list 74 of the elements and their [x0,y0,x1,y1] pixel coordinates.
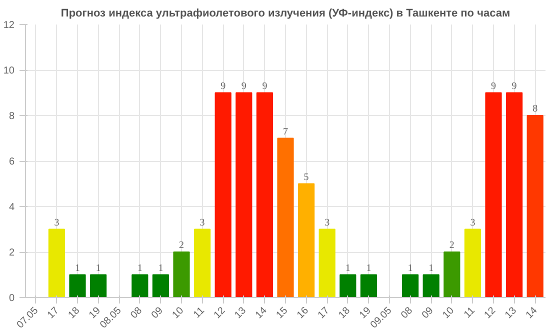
data-label: 1 [158,262,164,274]
bar [298,183,315,298]
bar [277,138,294,298]
data-label: 5 [304,172,309,183]
bar [402,274,419,298]
x-tick-label: 09 [150,305,166,321]
x-tick-label: 13 [232,305,249,321]
bar [48,228,65,298]
data-label: 1 [75,262,80,274]
bar [340,274,356,298]
bar [464,228,481,298]
data-label: 2 [179,240,184,251]
data-label: 8 [532,104,538,114]
bar [236,92,252,298]
x-tick-label: 17 [46,305,62,321]
x-tick-label: 10 [170,305,186,321]
bar [318,228,336,298]
bar [173,252,190,298]
bar [506,92,523,298]
data-label: 1 [345,262,350,274]
bar [132,274,148,298]
bar [69,274,86,298]
x-tick-label: 12 [482,305,498,321]
x-tick-label: 18 [336,305,353,321]
bar [214,92,232,298]
data-label: 3 [470,217,476,228]
y-tick-label: 12 [3,20,15,31]
data-label: 2 [449,240,454,251]
data-label: 7 [283,126,288,138]
data-label: 9 [241,80,246,92]
bar [90,274,107,298]
x-tick-label: 11 [192,305,208,320]
data-label: 9 [512,80,517,92]
data-label: 9 [262,80,268,92]
data-label: 3 [200,217,205,228]
bar [152,274,169,298]
x-tick-label: 08 [399,305,416,321]
x-tick-label: 13 [503,305,520,321]
x-tick-label: 16 [295,305,312,321]
chart-title: Прогноз индекса ультрафиолетового излучения (УФ-индекс) в Ташкенте по часам [60,8,510,20]
data-label: 3 [54,217,60,228]
y-tick-label: 10 [3,66,15,76]
y-tick-label: 0 [8,293,15,304]
x-tick-label: 14 [254,305,270,321]
x-tick-label: 19 [358,305,374,321]
bar [422,274,440,298]
y-tick-label: 8 [8,111,15,122]
x-tick-label: 10 [440,305,457,321]
y-tick-label: 4 [8,202,15,213]
x-tick-label: 12 [212,305,228,321]
data-label: 1 [137,262,142,274]
data-label: 1 [428,262,434,274]
data-label: 9 [220,80,226,92]
bar [485,92,502,298]
bar [360,274,377,298]
data-label: 3 [324,217,330,228]
x-tick-label: 11 [462,305,478,320]
y-tick-label: 6 [8,156,15,168]
data-label: 1 [408,262,413,274]
x-tick-label: 18 [66,305,82,321]
data-label: 1 [96,262,101,274]
bar [194,228,211,298]
bar [526,115,544,298]
x-tick-label: 14 [524,305,540,321]
x-tick-label: 09 [420,305,436,321]
x-tick-label: 08 [128,305,145,321]
y-tick-label: 2 [8,248,15,258]
bar [256,92,273,298]
x-tick-label: 17 [316,305,332,321]
data-label: 9 [491,80,496,92]
x-tick-label: 15 [274,305,290,321]
bar [444,252,460,298]
data-label: 1 [366,262,372,274]
x-tick-label: 19 [87,305,104,321]
